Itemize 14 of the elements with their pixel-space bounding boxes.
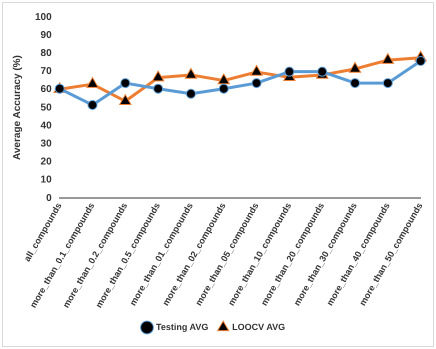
y-tick-label: 60	[40, 84, 52, 96]
y-tick-label: 40	[40, 120, 52, 132]
y-axis-title: Average Accuracy (%)	[12, 55, 23, 160]
y-tick-label: 90	[40, 30, 52, 41]
y-tick-label: 0	[46, 192, 52, 204]
y-tick-label: 80	[40, 48, 52, 59]
legend-label: LOOCV AVG	[232, 322, 286, 332]
y-tick-label: 100	[34, 12, 52, 23]
y-tick-label: 20	[40, 156, 52, 168]
y-tick-label: 50	[40, 102, 52, 114]
y-tick-label: 10	[40, 174, 52, 186]
y-tick-label: 70	[40, 66, 52, 78]
legend-label: Testing AVG	[156, 322, 208, 332]
y-tick-label: 30	[40, 138, 52, 150]
